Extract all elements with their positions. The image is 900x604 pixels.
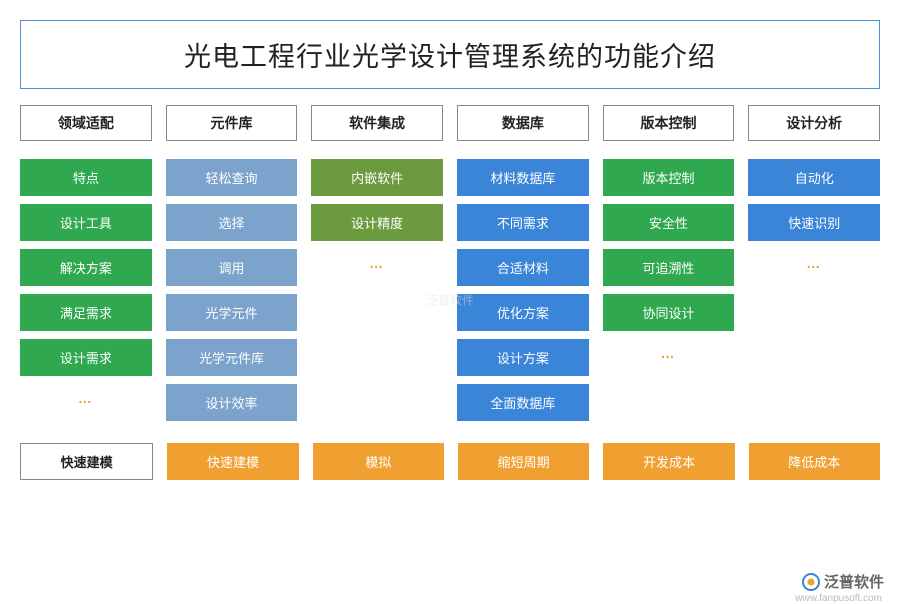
column-header: 设计分析 bbox=[748, 105, 880, 141]
feature-cell: 轻松查询 bbox=[166, 159, 298, 196]
page-title: 光电工程行业光学设计管理系统的功能介绍 bbox=[184, 42, 716, 72]
feature-cell: 优化方案 bbox=[457, 294, 589, 331]
ellipsis-icon: … bbox=[603, 345, 735, 361]
feature-cell: 设计工具 bbox=[20, 204, 152, 241]
bottom-header: 快速建模 bbox=[20, 443, 153, 480]
brand-logo: 泛普软件 bbox=[802, 571, 884, 592]
feature-cell: 调用 bbox=[166, 249, 298, 286]
diagram-container: 光电工程行业光学设计管理系统的功能介绍 领域适配特点设计工具解决方案满足需求设计… bbox=[0, 0, 900, 490]
feature-cell: 设计精度 bbox=[311, 204, 443, 241]
bottom-cell: 缩短周期 bbox=[458, 443, 589, 480]
column: 领域适配特点设计工具解决方案满足需求设计需求 … bbox=[20, 105, 152, 429]
brand-icon bbox=[802, 573, 820, 591]
column: 设计分析自动化快速识别 … bbox=[748, 105, 880, 429]
feature-cell: 材料数据库 bbox=[457, 159, 589, 196]
bottom-row: 快速建模快速建模模拟缩短周期开发成本降低成本 bbox=[20, 443, 880, 480]
ellipsis-icon: … bbox=[311, 255, 443, 271]
feature-cell: 可追溯性 bbox=[603, 249, 735, 286]
feature-cell: 快速识别 bbox=[748, 204, 880, 241]
column: 元件库轻松查询选择调用光学元件光学元件库设计效率 bbox=[166, 105, 298, 429]
feature-cell: 安全性 bbox=[603, 204, 735, 241]
title-box: 光电工程行业光学设计管理系统的功能介绍 bbox=[20, 20, 880, 89]
feature-cell: 不同需求 bbox=[457, 204, 589, 241]
ellipsis-icon: … bbox=[20, 390, 152, 406]
bottom-cell: 模拟 bbox=[313, 443, 444, 480]
bottom-cell: 快速建模 bbox=[167, 443, 298, 480]
feature-cell: 内嵌软件 bbox=[311, 159, 443, 196]
feature-cell: 选择 bbox=[166, 204, 298, 241]
feature-cell: 自动化 bbox=[748, 159, 880, 196]
bottom-cell: 开发成本 bbox=[603, 443, 734, 480]
column-header: 数据库 bbox=[457, 105, 589, 141]
column-header: 领域适配 bbox=[20, 105, 152, 141]
column: 版本控制版本控制安全性可追溯性协同设计… bbox=[603, 105, 735, 429]
feature-cell: 特点 bbox=[20, 159, 152, 196]
feature-cell: 设计方案 bbox=[457, 339, 589, 376]
brand-url: www.fanpusoft.com bbox=[795, 593, 882, 604]
column-header: 元件库 bbox=[166, 105, 298, 141]
feature-cell: 光学元件 bbox=[166, 294, 298, 331]
column-header: 软件集成 bbox=[311, 105, 443, 141]
feature-cell: 光学元件库 bbox=[166, 339, 298, 376]
feature-cell: 版本控制 bbox=[603, 159, 735, 196]
column-header: 版本控制 bbox=[603, 105, 735, 141]
column: 软件集成内嵌软件设计精度 … bbox=[311, 105, 443, 429]
columns-row: 领域适配特点设计工具解决方案满足需求设计需求 … 元件库轻松查询选择调用光学元件光学… bbox=[20, 105, 880, 429]
brand-text: 泛普软件 bbox=[824, 571, 884, 592]
feature-cell: 全面数据库 bbox=[457, 384, 589, 421]
feature-cell: 合适材料 bbox=[457, 249, 589, 286]
column: 数据库材料数据库不同需求合适材料优化方案设计方案全面数据库 bbox=[457, 105, 589, 429]
feature-cell: 解决方案 bbox=[20, 249, 152, 286]
feature-cell: 设计效率 bbox=[166, 384, 298, 421]
ellipsis-icon: … bbox=[748, 255, 880, 271]
feature-cell: 协同设计 bbox=[603, 294, 735, 331]
bottom-cell: 降低成本 bbox=[749, 443, 880, 480]
feature-cell: 满足需求 bbox=[20, 294, 152, 331]
feature-cell: 设计需求 bbox=[20, 339, 152, 376]
